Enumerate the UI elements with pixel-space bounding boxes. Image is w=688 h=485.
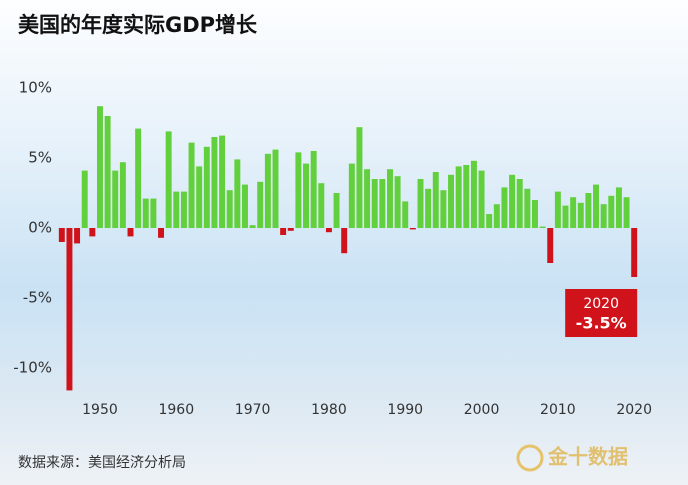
bar	[318, 183, 325, 228]
bar	[394, 176, 401, 228]
x-tick-label: 2000	[464, 402, 500, 418]
bar	[196, 166, 203, 228]
logo: 金十数据	[547, 445, 628, 469]
bar	[249, 225, 256, 228]
bar	[585, 193, 592, 228]
bar	[272, 149, 279, 228]
bar	[570, 197, 577, 228]
bar	[280, 228, 287, 235]
x-tick-label: 2010	[540, 402, 576, 418]
bar	[127, 228, 134, 237]
bar	[493, 204, 500, 228]
bar	[470, 160, 477, 228]
bar	[615, 187, 622, 228]
bar	[211, 137, 218, 228]
annotation-box	[565, 289, 638, 337]
bar	[81, 170, 88, 228]
bar	[386, 169, 393, 228]
bar	[74, 228, 81, 244]
x-tick-label: 1950	[82, 402, 118, 418]
bar	[516, 179, 523, 228]
y-tick-label: -10%	[13, 359, 52, 377]
source: 数据来源：美国经济分析局	[18, 455, 186, 471]
bar	[432, 172, 439, 228]
bar	[96, 106, 103, 228]
bar	[158, 228, 165, 238]
bar	[303, 163, 310, 228]
bar	[409, 228, 416, 230]
bar	[440, 190, 447, 228]
bar	[356, 127, 363, 228]
x-tick-label: 1990	[387, 402, 423, 418]
bar	[287, 228, 294, 231]
bar	[119, 162, 126, 228]
bar	[257, 181, 264, 228]
x-tick-label: 1980	[311, 402, 347, 418]
bar	[234, 159, 241, 228]
bar	[295, 152, 302, 228]
bar	[58, 228, 65, 242]
bar	[455, 166, 462, 228]
bar	[501, 187, 508, 228]
bar	[608, 195, 615, 228]
bar	[66, 228, 73, 391]
bar	[188, 142, 195, 228]
bar	[577, 202, 584, 228]
x-tick-label: 1970	[235, 402, 271, 418]
bar	[463, 165, 470, 228]
bar	[142, 198, 149, 228]
bar	[371, 179, 378, 228]
bar	[562, 205, 569, 228]
bar	[547, 228, 554, 263]
bar	[417, 179, 424, 228]
bar	[448, 174, 455, 228]
bar	[173, 191, 180, 228]
bar	[554, 191, 561, 228]
bar	[104, 116, 111, 228]
bar	[180, 191, 187, 228]
bar	[241, 184, 248, 228]
bar	[600, 204, 607, 228]
bar	[379, 179, 386, 228]
bar	[219, 135, 226, 228]
bar	[486, 214, 493, 228]
bar	[539, 226, 546, 228]
bar	[135, 128, 142, 228]
bar	[150, 198, 157, 228]
bar	[325, 228, 332, 233]
bar	[226, 190, 233, 228]
bar	[509, 174, 516, 228]
annotation-value: -3.5%	[576, 314, 627, 333]
annotation-year: 2020	[583, 296, 619, 312]
bar	[264, 153, 271, 228]
bar	[112, 170, 119, 228]
y-tick-label: 0%	[28, 219, 52, 237]
bar	[165, 131, 172, 228]
x-tick-label: 2020	[616, 402, 652, 418]
bar	[593, 184, 600, 228]
bar	[310, 151, 317, 228]
bar	[333, 193, 340, 228]
bar	[623, 197, 630, 228]
bar	[402, 201, 409, 228]
bar	[631, 228, 638, 277]
bar	[348, 163, 355, 228]
bar	[425, 188, 432, 228]
bar	[89, 228, 96, 237]
logo-icon	[516, 444, 544, 472]
y-tick-label: 10%	[19, 79, 52, 97]
bar	[364, 169, 371, 228]
y-tick-label: 5%	[28, 149, 52, 167]
bar	[524, 188, 531, 228]
chart-title: 美国的年度实际GDP增长	[18, 13, 258, 37]
bar	[478, 170, 485, 228]
bar	[203, 146, 210, 228]
x-tick-label: 1960	[158, 402, 194, 418]
bar	[531, 200, 538, 228]
bar	[341, 228, 348, 254]
y-tick-label: -5%	[23, 289, 52, 307]
